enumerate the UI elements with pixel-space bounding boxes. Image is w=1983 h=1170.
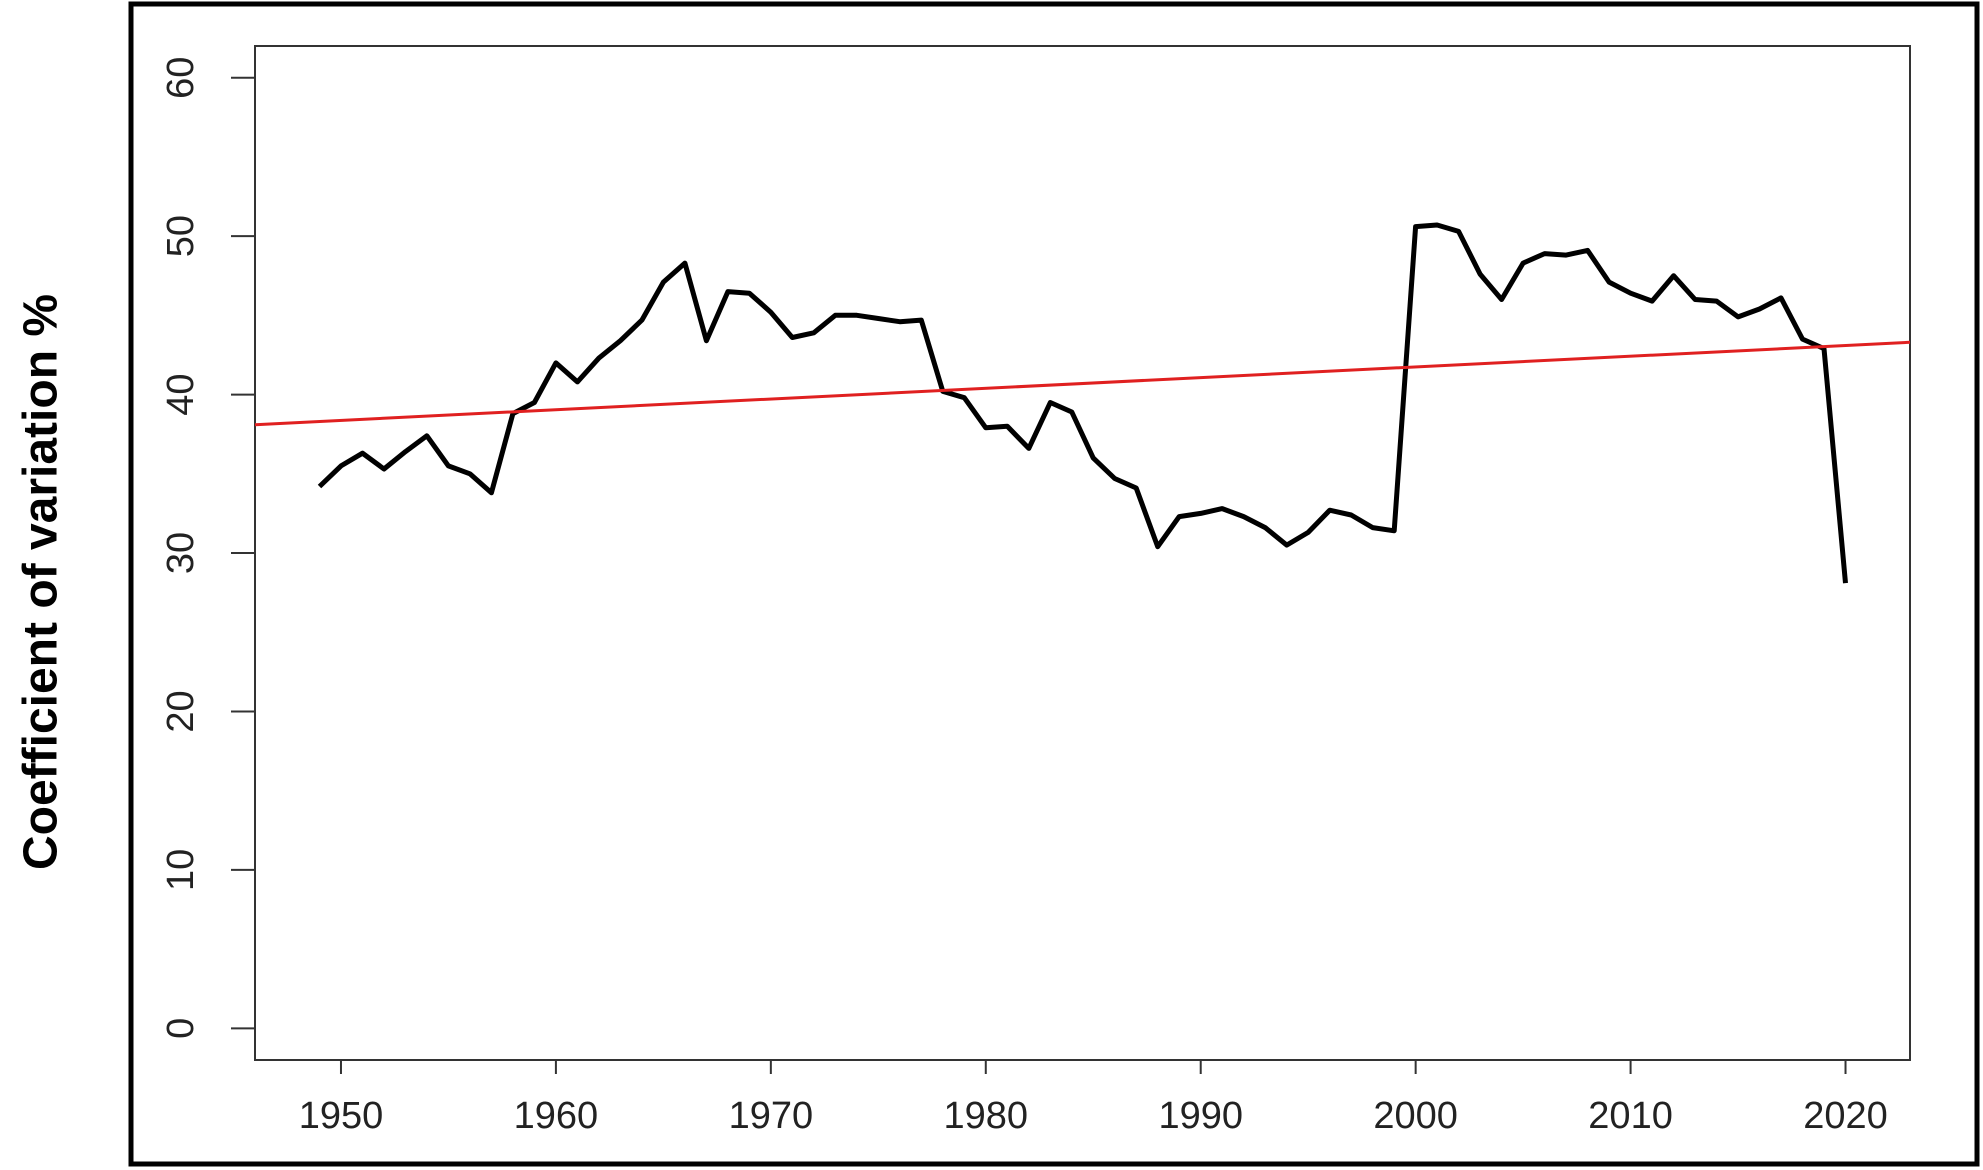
x-tick-label: 1960: [514, 1095, 599, 1137]
y-tick-label: 40: [160, 373, 202, 415]
y-axis: 0 10 20 30 40 50 60: [160, 57, 255, 1039]
y-tick-label: 60: [160, 57, 202, 99]
y-tick-label: 50: [160, 215, 202, 257]
y-axis-label: Coefficient of variation %: [15, 294, 68, 870]
y-tick-label: 30: [160, 532, 202, 574]
x-tick-label: 2020: [1803, 1095, 1888, 1137]
x-tick-label: 1980: [944, 1095, 1029, 1137]
y-tick-label: 20: [160, 690, 202, 732]
x-tick-label: 2010: [1588, 1095, 1673, 1137]
x-tick-label: 1970: [729, 1095, 814, 1137]
y-tick-label: 0: [160, 1018, 202, 1039]
plot-area: [254, 45, 1911, 1061]
y-tick-label: 10: [160, 849, 202, 891]
series-line: [317, 222, 1848, 584]
x-axis: 1950 1960 1970 1980 1990 2000 2010 2020: [299, 1060, 1888, 1137]
trend-line: [254, 340, 1911, 427]
x-tick-label: 1990: [1158, 1095, 1243, 1137]
x-tick-label: 2000: [1373, 1095, 1458, 1137]
x-tick-label: 1950: [299, 1095, 384, 1137]
series-layer: [254, 222, 1911, 584]
